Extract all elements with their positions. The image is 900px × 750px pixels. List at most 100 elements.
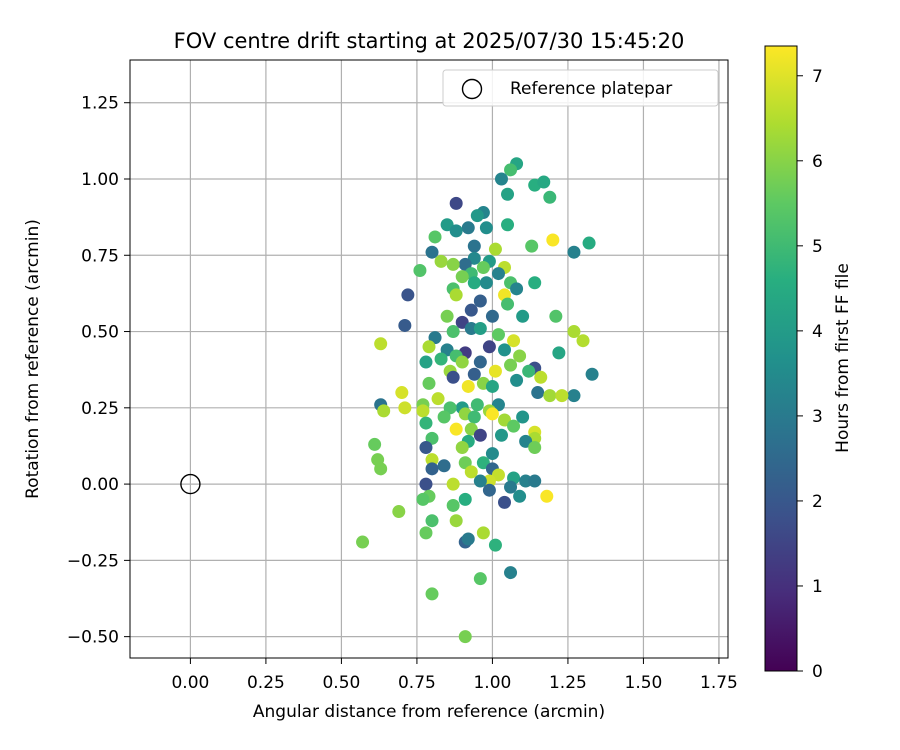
colorbar-ticks: 0 1 2 3 4 5 6 7 xyxy=(797,67,823,682)
data-point xyxy=(582,236,596,250)
data-point xyxy=(419,355,433,369)
data-point xyxy=(464,321,478,335)
y-axis-ticks: −0.50 −0.25 0.00 0.25 0.50 0.75 1.00 1.25 xyxy=(67,94,130,648)
y-tick-label: 1.00 xyxy=(81,170,119,190)
data-point xyxy=(437,410,451,424)
data-point xyxy=(395,386,409,400)
data-point xyxy=(449,514,463,528)
y-axis-label: Rotation from reference (arcmin) xyxy=(23,219,43,499)
data-point xyxy=(516,410,530,424)
data-point xyxy=(482,340,496,354)
data-point xyxy=(485,407,499,421)
data-point xyxy=(567,325,581,339)
data-point xyxy=(374,337,388,351)
data-point xyxy=(434,254,448,268)
data-point xyxy=(425,453,439,467)
data-point xyxy=(446,325,460,339)
data-point xyxy=(413,264,427,278)
data-point xyxy=(398,401,412,415)
data-point xyxy=(479,221,493,235)
data-point xyxy=(416,492,430,506)
x-axis-ticks: 0.00 0.25 0.50 0.75 1.00 1.25 1.50 1.75 xyxy=(171,658,738,693)
data-point xyxy=(422,376,436,390)
data-point xyxy=(501,218,515,232)
reference-platepar-marker xyxy=(180,473,201,495)
y-tick-label: −0.25 xyxy=(67,551,119,571)
data-point xyxy=(446,498,460,512)
data-point xyxy=(528,474,542,488)
data-point xyxy=(504,163,518,177)
data-point xyxy=(425,462,439,476)
data-point xyxy=(501,297,515,311)
data-point xyxy=(470,398,484,412)
data-point xyxy=(473,321,487,335)
data-point xyxy=(437,459,451,473)
legend-marker-reference xyxy=(461,78,483,100)
data-point xyxy=(458,257,472,271)
x-tick-label: 0.00 xyxy=(171,673,209,693)
data-point xyxy=(482,483,496,497)
data-point xyxy=(428,331,442,345)
legend-label-reference: Reference platepar xyxy=(510,79,672,99)
x-tick-label: 1.75 xyxy=(700,673,738,693)
data-point xyxy=(516,309,530,323)
data-point xyxy=(498,495,512,509)
data-point xyxy=(576,334,590,348)
data-point xyxy=(392,505,406,519)
data-point xyxy=(522,364,536,378)
data-point xyxy=(440,309,454,323)
data-point xyxy=(419,416,433,430)
data-point xyxy=(504,358,518,372)
colorbar-tick-label: 0 xyxy=(812,662,823,682)
x-tick-label: 1.00 xyxy=(473,673,511,693)
data-point xyxy=(461,532,475,546)
data-point xyxy=(519,474,533,488)
data-point xyxy=(473,474,487,488)
data-point xyxy=(401,288,415,302)
data-point xyxy=(491,328,505,342)
y-tick-label: −0.50 xyxy=(67,628,119,648)
data-point xyxy=(567,389,581,403)
data-point xyxy=(464,303,478,317)
data-point xyxy=(422,340,436,354)
data-point xyxy=(458,630,472,644)
data-point xyxy=(473,428,487,442)
data-point xyxy=(449,422,463,436)
data-point xyxy=(467,239,481,253)
y-tick-label: 0.25 xyxy=(81,399,119,419)
data-point xyxy=(467,276,481,290)
legend: Reference platepar xyxy=(442,69,719,107)
y-tick-label: 0.50 xyxy=(81,323,119,343)
data-point xyxy=(443,401,457,415)
data-point xyxy=(473,355,487,369)
data-point xyxy=(482,474,496,488)
x-tick-label: 1.25 xyxy=(549,673,587,693)
data-point xyxy=(528,440,542,454)
colorbar-tick-label: 4 xyxy=(812,322,823,342)
data-point xyxy=(494,172,508,186)
data-point xyxy=(464,465,478,479)
data-point xyxy=(501,187,515,201)
data-point xyxy=(528,276,542,290)
data-point xyxy=(534,370,548,384)
colorbar-tick-label: 2 xyxy=(812,492,823,512)
x-axis-label: Angular distance from reference (arcmin) xyxy=(253,702,605,722)
data-point xyxy=(458,456,472,470)
data-point xyxy=(488,242,502,256)
data-point xyxy=(546,233,560,247)
data-point xyxy=(543,190,557,204)
data-point xyxy=(491,267,505,281)
colorbar-gradient xyxy=(764,45,798,672)
colorbar: 0 1 2 3 4 5 6 7 Hours from first FF file xyxy=(764,45,853,682)
data-point xyxy=(425,431,439,445)
x-tick-label: 1.50 xyxy=(625,673,663,693)
data-point xyxy=(555,389,569,403)
data-point xyxy=(504,480,518,494)
data-point xyxy=(461,221,475,235)
data-point xyxy=(507,334,521,348)
data-point xyxy=(356,535,370,549)
colorbar-tick-label: 5 xyxy=(812,237,823,257)
data-point xyxy=(488,364,502,378)
colorbar-tick-label: 1 xyxy=(812,577,823,597)
